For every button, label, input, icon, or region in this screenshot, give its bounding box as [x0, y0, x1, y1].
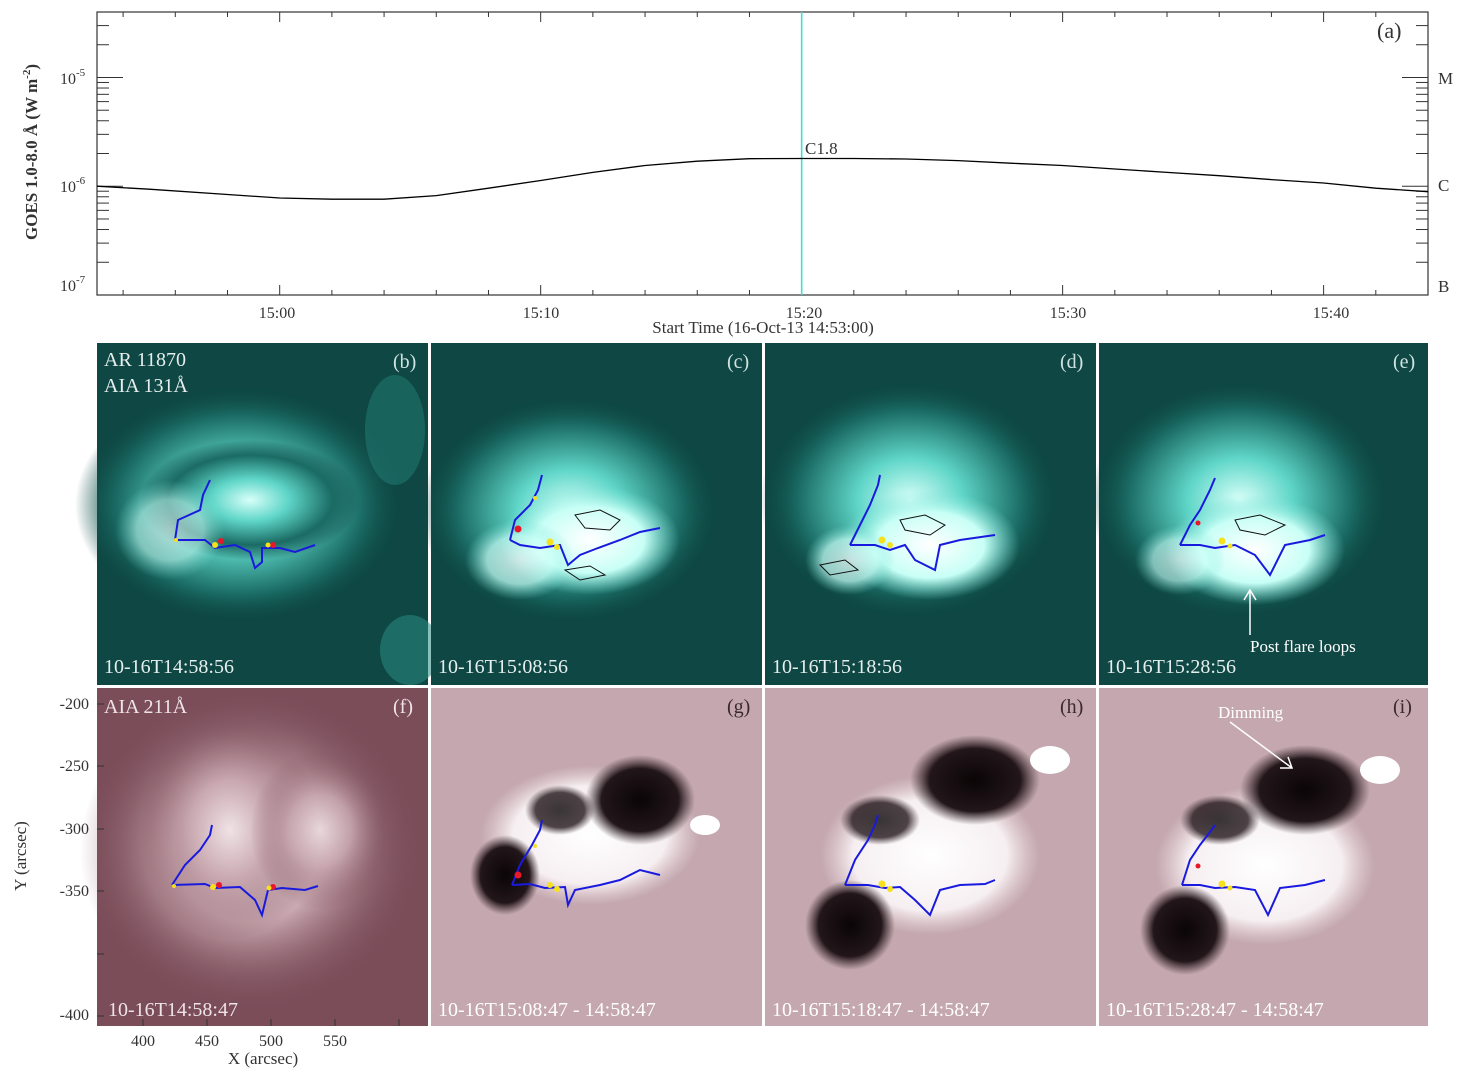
- xtick-label-450: 450: [195, 1033, 219, 1050]
- aia211-panel-h: (h) 10-16T15:18:47 - 14:58:47: [765, 688, 1096, 1026]
- xtick-label-1520: 15:20: [786, 305, 822, 322]
- dimming-label: Dimming: [1218, 703, 1284, 722]
- panel-label-f: (f): [393, 696, 413, 718]
- panel-label-g: (g): [727, 696, 750, 718]
- goes-plot-frame: [96, 11, 1429, 296]
- aia211-x-axis-label: X (arcsec): [228, 1049, 298, 1068]
- class-label-m: M: [1438, 69, 1453, 88]
- time-label-c: 10-16T15:08:56: [438, 656, 568, 678]
- aia131-panel-d: (d) 10-16T15:18:56: [760, 343, 1096, 685]
- time-label-e: 10-16T15:28:56: [1106, 656, 1236, 678]
- xtick-label-1510: 15:10: [523, 305, 559, 322]
- aia131-row: AR 11870 AIA 131Å (b) 10-16T14:58:56 (c)…: [75, 343, 1428, 685]
- ytick-label-n300: -300: [60, 821, 89, 838]
- ytick-label-n350: -350: [60, 883, 89, 900]
- xtick-label-500: 500: [259, 1033, 283, 1050]
- aia131-panel-b: AR 11870 AIA 131Å (b) 10-16T14:58:56: [75, 343, 440, 685]
- time-label-b: 10-16T14:58:56: [104, 656, 234, 678]
- ytick-label-n250: -250: [60, 758, 89, 775]
- xtick-label-550: 550: [323, 1033, 347, 1050]
- ytick-label-1e-7: 10-7: [60, 274, 86, 295]
- ytick-label-1e-5: 10-5: [60, 67, 86, 88]
- panel-label-b: (b): [393, 351, 416, 373]
- ytick-label-n400: -400: [60, 1007, 89, 1024]
- goes-x-axis-label: Start Time (16-Oct-13 14:53:00): [652, 318, 873, 337]
- time-label-g: 10-16T15:08:47 - 14:58:47: [438, 999, 656, 1021]
- peak-annotation: C1.8: [805, 139, 838, 158]
- ytick-label-1e-6: 10-6: [60, 175, 86, 196]
- goes-y-minor-ticks: [97, 11, 1428, 296]
- post-flare-loops-label: Post flare loops: [1250, 637, 1356, 656]
- aia211-row: AIA 211Å (f) 10-16T14:58:47 (g) 10-16T15…: [11, 688, 1428, 1068]
- time-label-h: 10-16T15:18:47 - 14:58:47: [772, 999, 990, 1021]
- goes-panel: C1.8 (a) 10-5 10-6 10-7 M C B GOES 1.0-8…: [21, 11, 1453, 337]
- goes-class-labels: M C B: [1438, 69, 1453, 296]
- xtick-label-1540: 15:40: [1313, 305, 1349, 322]
- aia211-y-axis-label: Y (arcsec): [11, 821, 30, 891]
- aia211-panel-f: AIA 211Å (f) 10-16T14:58:47: [80, 688, 428, 1026]
- goes-x-tick-labels: 15:00 15:10 15:20 15:30 15:40: [259, 305, 1349, 322]
- class-label-c: C: [1438, 176, 1449, 195]
- aia131-title-line-2: AIA 131Å: [104, 375, 188, 397]
- class-label-b: B: [1438, 277, 1449, 296]
- aia131-title-line-1: AR 11870: [104, 349, 186, 371]
- aia211-panel-g: (g) 10-16T15:08:47 - 14:58:47: [431, 688, 762, 1026]
- aia131-panel-c: (c) 10-16T15:08:56: [420, 343, 762, 685]
- dimming-arrow: [1229, 721, 1293, 769]
- panel-label-a: (a): [1377, 18, 1401, 43]
- goes-y-tick-labels: 10-5 10-6 10-7: [60, 67, 86, 295]
- goes-x-ticks: [122, 12, 1429, 295]
- panel-label-i: (i): [1393, 696, 1412, 718]
- panel-label-d: (d): [1060, 351, 1083, 373]
- xtick-label-1530: 15:30: [1050, 305, 1086, 322]
- aia211-axes: -200 -250 -300 -350 -400 400 450 500 550…: [11, 696, 400, 1068]
- aia131-panel-e: Post flare loops (e) 10-16T15:28:56: [1090, 343, 1428, 685]
- aia211-panel-i: Dimming (i) 10-16T15:28:47 - 14:58:47: [1099, 688, 1428, 1026]
- xtick-label-400: 400: [131, 1033, 155, 1050]
- time-label-d: 10-16T15:18:56: [772, 656, 902, 678]
- panel-label-h: (h): [1060, 696, 1083, 718]
- ytick-label-n200: -200: [60, 696, 89, 713]
- time-label-f: 10-16T14:58:47: [108, 999, 238, 1021]
- aia211-title: AIA 211Å: [104, 696, 188, 718]
- panel-label-c: (c): [727, 351, 749, 373]
- xtick-label-1500: 15:00: [259, 305, 295, 322]
- panel-label-e: (e): [1393, 351, 1415, 373]
- time-label-i: 10-16T15:28:47 - 14:58:47: [1106, 999, 1324, 1021]
- goes-y-axis-label: GOES 1.0-8.0 Å (W m-2): [21, 64, 41, 240]
- goes-flux-series: [96, 157, 1429, 200]
